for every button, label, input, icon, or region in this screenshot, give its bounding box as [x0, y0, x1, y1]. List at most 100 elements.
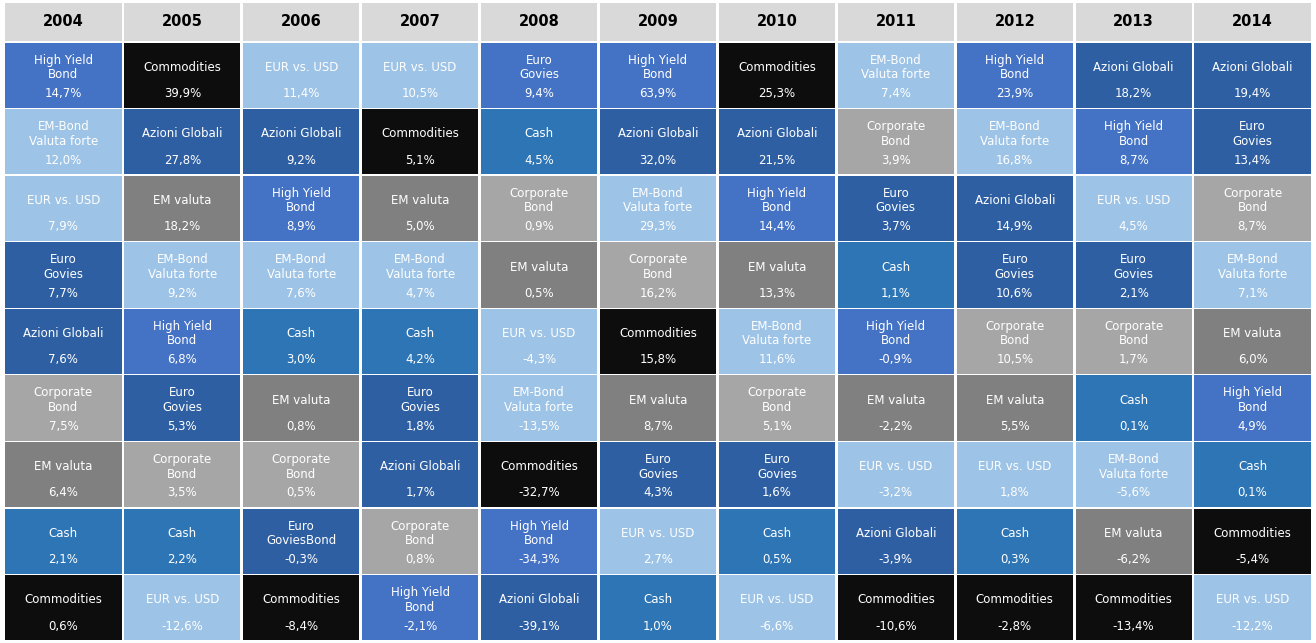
- Text: 27,8%: 27,8%: [163, 154, 201, 167]
- Text: Euro
Govies: Euro Govies: [876, 186, 916, 214]
- Bar: [719, 176, 836, 241]
- Text: 4,7%: 4,7%: [405, 287, 436, 300]
- Bar: [5, 176, 121, 241]
- Text: Azioni Globali: Azioni Globali: [499, 593, 579, 606]
- Text: Cash: Cash: [405, 327, 434, 340]
- Text: -12,6%: -12,6%: [162, 620, 203, 633]
- Text: -8,4%: -8,4%: [284, 620, 318, 633]
- Text: EM valuta: EM valuta: [272, 394, 330, 407]
- Text: -2,8%: -2,8%: [998, 620, 1032, 633]
- Bar: [124, 509, 241, 574]
- Text: -12,2%: -12,2%: [1232, 620, 1274, 633]
- Text: -34,3%: -34,3%: [519, 553, 559, 566]
- Text: 0,8%: 0,8%: [287, 420, 316, 433]
- Bar: [124, 176, 241, 241]
- Bar: [1195, 109, 1311, 174]
- Text: 5,1%: 5,1%: [762, 420, 792, 433]
- Bar: [243, 376, 359, 440]
- Text: EM valuta: EM valuta: [153, 194, 212, 207]
- Bar: [5, 42, 121, 108]
- Bar: [362, 3, 478, 41]
- Text: EM-Bond
Valuta forte: EM-Bond Valuta forte: [742, 320, 812, 347]
- Text: 1,1%: 1,1%: [880, 287, 911, 300]
- Text: 2006: 2006: [280, 14, 321, 30]
- Text: EM-Bond
Valuta forte: EM-Bond Valuta forte: [980, 120, 1049, 148]
- Text: Euro
Govies: Euro Govies: [519, 53, 559, 81]
- Bar: [1195, 376, 1311, 440]
- Text: Azioni Globali: Azioni Globali: [855, 527, 936, 540]
- Bar: [480, 3, 597, 41]
- Text: 11,6%: 11,6%: [758, 353, 796, 367]
- Bar: [1075, 442, 1192, 507]
- Text: Corporate
Bond: Corporate Bond: [1104, 320, 1163, 347]
- Text: -6,2%: -6,2%: [1116, 553, 1150, 566]
- Bar: [1075, 242, 1192, 307]
- Bar: [124, 309, 241, 374]
- Text: Azioni Globali: Azioni Globali: [261, 127, 341, 140]
- Bar: [719, 442, 836, 507]
- Bar: [5, 3, 121, 41]
- Text: Commodities: Commodities: [857, 593, 934, 606]
- Text: Cash: Cash: [287, 327, 316, 340]
- Bar: [719, 242, 836, 307]
- Text: EUR vs. USD: EUR vs. USD: [621, 527, 695, 540]
- Text: Cash: Cash: [1238, 460, 1267, 473]
- Text: 7,6%: 7,6%: [49, 353, 79, 367]
- Text: 0,1%: 0,1%: [1119, 420, 1149, 433]
- Bar: [480, 376, 597, 440]
- Text: 2007: 2007: [400, 14, 441, 30]
- Text: 2,2%: 2,2%: [167, 553, 197, 566]
- Text: 2012: 2012: [995, 14, 1036, 30]
- Bar: [480, 242, 597, 307]
- Text: EUR vs. USD: EUR vs. USD: [740, 593, 813, 606]
- Text: Euro
Govies: Euro Govies: [400, 386, 440, 414]
- Text: 5,0%: 5,0%: [405, 220, 436, 233]
- Text: 18,2%: 18,2%: [163, 220, 201, 233]
- Bar: [243, 3, 359, 41]
- Bar: [838, 309, 954, 374]
- Bar: [838, 176, 954, 241]
- Text: 2,1%: 2,1%: [49, 553, 79, 566]
- Text: EUR vs. USD: EUR vs. USD: [503, 327, 576, 340]
- Bar: [1075, 575, 1192, 640]
- Text: Corporate
Bond: Corporate Bond: [866, 120, 925, 148]
- Text: Corporate
Bond: Corporate Bond: [986, 320, 1045, 347]
- Bar: [5, 376, 121, 440]
- Text: 0,1%: 0,1%: [1238, 486, 1267, 500]
- Text: 11,4%: 11,4%: [283, 87, 320, 100]
- Text: 10,5%: 10,5%: [996, 353, 1033, 367]
- Text: 2005: 2005: [162, 14, 203, 30]
- Text: EUR vs. USD: EUR vs. USD: [383, 61, 457, 74]
- Text: EM valuta: EM valuta: [509, 260, 569, 273]
- Text: EM valuta: EM valuta: [1104, 527, 1163, 540]
- Bar: [719, 109, 836, 174]
- Text: 23,9%: 23,9%: [996, 87, 1033, 100]
- Text: 0,6%: 0,6%: [49, 620, 78, 633]
- Bar: [5, 309, 121, 374]
- Text: Commodities: Commodities: [25, 593, 103, 606]
- Text: 4,9%: 4,9%: [1237, 420, 1267, 433]
- Text: Azioni Globali: Azioni Globali: [1212, 61, 1292, 74]
- Text: 7,1%: 7,1%: [1237, 287, 1267, 300]
- Bar: [1195, 3, 1311, 41]
- Text: 14,4%: 14,4%: [758, 220, 796, 233]
- Text: EM-Bond
Valuta forte: EM-Bond Valuta forte: [267, 253, 336, 281]
- Bar: [124, 242, 241, 307]
- Text: 13,4%: 13,4%: [1234, 154, 1271, 167]
- Bar: [243, 109, 359, 174]
- Text: Corporate
Bond: Corporate Bond: [1223, 186, 1282, 214]
- Bar: [243, 176, 359, 241]
- Text: Commodities: Commodities: [1213, 527, 1291, 540]
- Text: Azioni Globali: Azioni Globali: [24, 327, 104, 340]
- Bar: [1195, 442, 1311, 507]
- Text: 9,2%: 9,2%: [287, 154, 316, 167]
- Bar: [957, 3, 1073, 41]
- Text: 39,9%: 39,9%: [163, 87, 201, 100]
- Text: 14,9%: 14,9%: [996, 220, 1033, 233]
- Text: EM valuta: EM valuta: [629, 394, 687, 407]
- Bar: [1195, 309, 1311, 374]
- Text: Commodities: Commodities: [500, 460, 578, 473]
- Text: -3,9%: -3,9%: [879, 553, 913, 566]
- Text: Euro
Govies: Euro Govies: [162, 386, 203, 414]
- Bar: [1075, 176, 1192, 241]
